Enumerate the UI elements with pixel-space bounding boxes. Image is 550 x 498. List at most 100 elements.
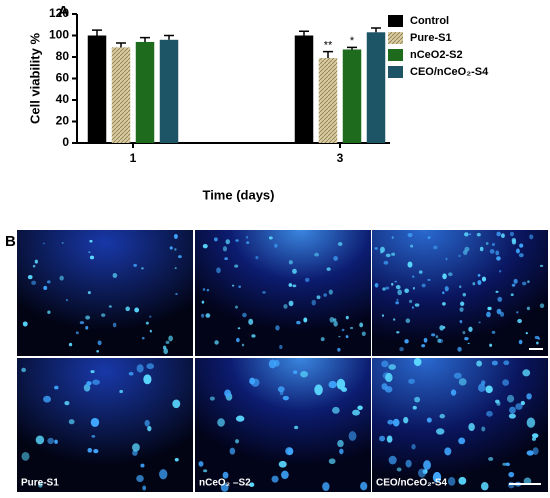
cell-nucleus (146, 363, 155, 370)
cell-nucleus (292, 268, 297, 274)
cell-nucleus (435, 335, 439, 339)
cell-nucleus (374, 247, 378, 250)
cell-nucleus (391, 236, 394, 239)
cell-nucleus (231, 284, 235, 287)
cell-nucleus (278, 460, 287, 468)
cell-nucleus (277, 386, 285, 393)
cell-nucleus (477, 273, 481, 277)
micrographs: Pure-S1 nCeO₂ –S2 CEO/nCeO₂-S4 (17, 230, 548, 492)
cell-nucleus (410, 244, 414, 248)
cell-nucleus (489, 249, 495, 254)
cell-nucleus (235, 415, 245, 422)
cell-nucleus (224, 257, 228, 261)
cell-nucleus (275, 325, 280, 331)
cell-nucleus (165, 340, 170, 344)
cell-nucleus (439, 413, 446, 419)
cell-nucleus (345, 315, 349, 320)
cell-nucleus (496, 308, 502, 315)
cell-nucleus (391, 252, 396, 256)
cell-nucleus (112, 272, 118, 278)
cell-nucleus (459, 307, 464, 312)
cell-nucleus (423, 460, 431, 470)
cell-nucleus (339, 448, 344, 455)
cell-nucleus (142, 485, 147, 491)
cell-nucleus (462, 292, 466, 297)
cell-nucleus (87, 291, 91, 295)
cell-nucleus (202, 288, 206, 291)
error-bar (299, 30, 309, 36)
cell-nucleus (89, 255, 95, 260)
cell-nucleus (432, 471, 442, 483)
cell-nucleus (386, 435, 393, 443)
cell-nucleus (531, 437, 537, 441)
cell-nucleus (442, 291, 445, 295)
x-axis-title: Time (days) (202, 187, 274, 202)
cell-nucleus (411, 444, 416, 450)
cell-nucleus (21, 367, 27, 373)
cell-nucleus (421, 344, 426, 348)
cell-nucleus (469, 233, 472, 236)
cell-nucleus (521, 281, 527, 286)
cell-nucleus (395, 285, 401, 290)
bar (366, 32, 386, 143)
cell-nucleus (539, 264, 544, 268)
cell-nucleus (485, 385, 493, 394)
cell-nucleus (168, 335, 173, 342)
cell-nucleus (476, 360, 482, 367)
cell-nucleus (172, 399, 181, 409)
cell-nucleus (201, 313, 205, 318)
cell-nucleus (279, 344, 283, 350)
cell-nucleus (414, 396, 421, 403)
cell-nucleus (141, 336, 145, 340)
cell-nucleus (495, 290, 499, 293)
cell-nucleus (108, 305, 112, 308)
cell-nucleus (405, 318, 411, 323)
cell-nucleus (408, 378, 416, 384)
cell-nucleus (237, 327, 241, 330)
cell-nucleus (21, 451, 30, 461)
cell-nucleus (337, 439, 344, 448)
cell-nucleus (65, 299, 69, 302)
y-tick-label: 60 (56, 71, 70, 85)
cell-nucleus (397, 289, 403, 296)
cell-nucleus (136, 364, 144, 373)
cell-nucleus (140, 463, 145, 468)
cell-nucleus (88, 251, 91, 253)
cell-nucleus (467, 342, 470, 345)
cell-nucleus (235, 439, 240, 444)
cell-nucleus (478, 383, 486, 392)
cell-nucleus (314, 252, 319, 257)
cell-nucleus (421, 283, 426, 288)
cell-nucleus (491, 243, 495, 246)
micrograph (17, 230, 193, 356)
cell-nucleus (235, 239, 239, 242)
cell-nucleus (86, 381, 92, 386)
cell-nucleus (384, 385, 393, 393)
cell-nucleus (506, 394, 515, 403)
cell-nucleus (329, 316, 335, 323)
cell-nucleus (59, 275, 64, 281)
cell-nucleus (507, 481, 515, 489)
bar (294, 35, 314, 143)
cell-nucleus (502, 379, 510, 386)
cell-nucleus (447, 476, 456, 486)
cell-nucleus (246, 236, 249, 239)
cell-nucleus (399, 346, 404, 352)
cell-nucleus (132, 443, 140, 452)
cell-nucleus (459, 319, 463, 324)
cell-nucleus (385, 253, 391, 258)
cell-nucleus (149, 329, 152, 333)
y-tick-label: 100 (49, 28, 69, 42)
cell-nucleus (203, 469, 208, 473)
legend-label: CEO/nCeO₂-S4 (410, 66, 489, 78)
cell-nucleus (511, 283, 516, 287)
cell-nucleus (68, 419, 75, 425)
cell-nucleus (413, 357, 422, 367)
cell-nucleus (427, 278, 431, 282)
cell-nucleus (444, 447, 452, 456)
cell-nucleus (391, 282, 394, 286)
legend-label: Pure-S1 (410, 32, 452, 44)
cell-nucleus (300, 370, 308, 378)
cell-nucleus (352, 409, 360, 416)
cell-nucleus (338, 335, 341, 338)
